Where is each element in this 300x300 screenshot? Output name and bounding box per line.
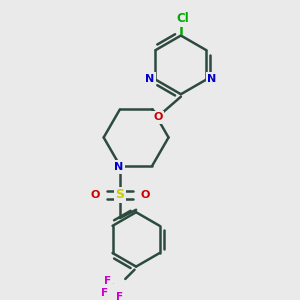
Text: N: N (145, 74, 154, 84)
Text: O: O (153, 112, 162, 122)
Text: O: O (90, 190, 100, 200)
Text: S: S (116, 188, 124, 201)
Text: O: O (140, 190, 150, 200)
Text: N: N (114, 162, 123, 172)
Text: Cl: Cl (176, 12, 189, 25)
Text: F: F (116, 292, 123, 300)
Text: F: F (104, 276, 111, 286)
Text: N: N (207, 74, 217, 84)
Text: F: F (101, 288, 108, 298)
